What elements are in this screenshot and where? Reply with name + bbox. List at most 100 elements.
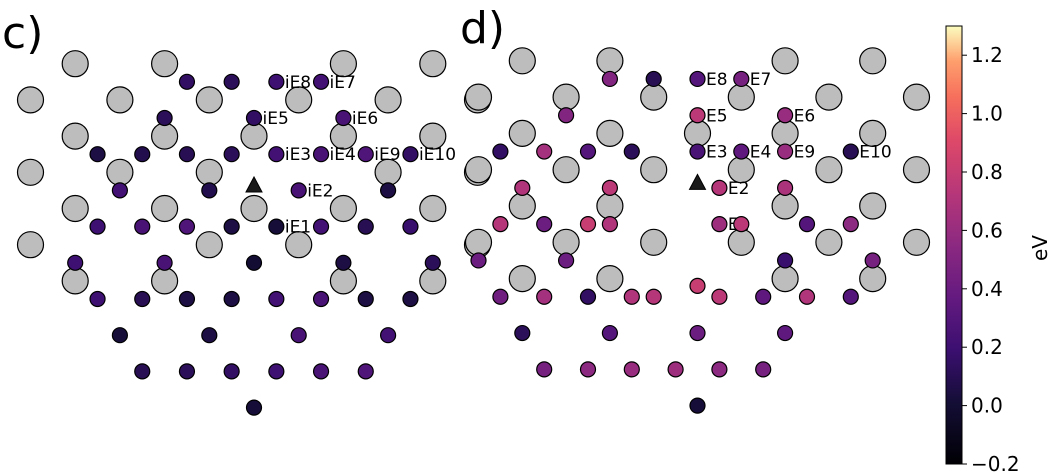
site-point bbox=[492, 288, 509, 305]
site-point bbox=[245, 109, 263, 127]
site-point bbox=[402, 218, 419, 235]
site-point bbox=[711, 216, 728, 233]
site-point bbox=[711, 179, 728, 196]
site-point bbox=[357, 290, 374, 308]
reference-marker bbox=[688, 173, 707, 190]
host-atom bbox=[240, 194, 268, 223]
site-point bbox=[536, 288, 553, 305]
site-point bbox=[579, 143, 597, 160]
site-point bbox=[380, 327, 397, 344]
host-atom bbox=[596, 192, 624, 220]
host-atom bbox=[552, 156, 580, 184]
colorbar-gradient bbox=[945, 25, 963, 465]
host-atom bbox=[771, 192, 799, 220]
host-atom bbox=[151, 194, 179, 223]
site-point bbox=[776, 324, 794, 342]
colorbar-tick-label: 0.0 bbox=[971, 394, 1003, 418]
site-point bbox=[178, 290, 196, 308]
site-point bbox=[579, 288, 597, 305]
site-label: iE2 bbox=[307, 181, 333, 201]
site-label: iE9 bbox=[374, 145, 400, 165]
site-point bbox=[514, 179, 531, 196]
host-atom bbox=[106, 86, 134, 114]
host-atom bbox=[815, 83, 843, 111]
site-point bbox=[290, 327, 307, 344]
colorbar: 1.2 1.0 0.8 0.6 0.4 0.2 0.0 −0.2 eV bbox=[945, 25, 1052, 472]
site-point bbox=[733, 216, 750, 233]
site-point bbox=[689, 107, 706, 124]
site-point bbox=[67, 254, 84, 271]
site-point bbox=[776, 179, 794, 196]
site-point bbox=[842, 288, 859, 305]
site-point bbox=[601, 179, 619, 196]
site-point bbox=[402, 290, 419, 308]
host-atom bbox=[596, 265, 624, 293]
site-point bbox=[312, 363, 330, 380]
host-atom bbox=[329, 194, 357, 223]
site-point bbox=[645, 288, 662, 305]
site-point bbox=[623, 143, 640, 160]
site-point bbox=[111, 327, 129, 344]
site-point bbox=[357, 146, 374, 163]
site-point bbox=[245, 254, 263, 271]
host-atom bbox=[640, 83, 668, 111]
site-point bbox=[312, 73, 330, 90]
site-point bbox=[689, 143, 706, 160]
site-point bbox=[842, 216, 859, 233]
site-point bbox=[755, 361, 772, 378]
site-label: E3 bbox=[706, 143, 728, 163]
site-point bbox=[134, 146, 151, 163]
site-point bbox=[111, 182, 129, 199]
host-atom bbox=[902, 156, 931, 184]
site-point bbox=[290, 182, 307, 199]
host-atom bbox=[16, 86, 45, 114]
site-point bbox=[601, 70, 619, 88]
host-atom bbox=[374, 86, 402, 114]
site-point bbox=[357, 218, 374, 235]
site-point bbox=[579, 361, 597, 378]
colorbar-tick-label: 0.8 bbox=[971, 160, 1003, 184]
host-atom bbox=[815, 228, 843, 256]
panel-c-label: c) bbox=[2, 8, 43, 59]
site-label: E9 bbox=[794, 143, 816, 163]
site-point bbox=[601, 324, 619, 342]
site-point bbox=[470, 252, 487, 269]
host-atom bbox=[552, 83, 580, 111]
site-point bbox=[667, 361, 684, 378]
site-point bbox=[776, 107, 794, 124]
host-atom bbox=[508, 47, 536, 75]
site-point bbox=[536, 361, 553, 378]
site-point bbox=[402, 146, 419, 163]
site-point bbox=[312, 146, 330, 163]
site-point bbox=[557, 252, 575, 269]
host-atom bbox=[285, 231, 313, 259]
host-atom bbox=[195, 86, 223, 114]
site-point bbox=[156, 109, 173, 127]
host-atom bbox=[771, 265, 799, 293]
site-point bbox=[134, 218, 151, 235]
host-atom bbox=[508, 265, 536, 293]
site-label: iE8 bbox=[285, 73, 311, 93]
site-point bbox=[711, 288, 728, 305]
host-atom bbox=[151, 267, 179, 295]
site-point bbox=[623, 288, 640, 305]
host-atom bbox=[640, 228, 668, 256]
host-atom bbox=[859, 47, 887, 75]
site-point bbox=[201, 327, 218, 344]
site-point bbox=[134, 363, 151, 380]
host-atom bbox=[464, 156, 493, 184]
site-point bbox=[557, 107, 575, 124]
site-point bbox=[245, 399, 263, 416]
site-label: E5 bbox=[706, 106, 728, 126]
site-label: E2 bbox=[728, 179, 750, 199]
site-point bbox=[601, 216, 619, 233]
host-atom bbox=[902, 228, 931, 256]
site-point bbox=[579, 216, 597, 233]
site-point bbox=[268, 73, 285, 90]
host-atom bbox=[419, 267, 447, 295]
site-point bbox=[89, 218, 106, 235]
site-point bbox=[864, 252, 881, 269]
host-atom bbox=[596, 119, 624, 147]
site-point bbox=[89, 146, 106, 163]
